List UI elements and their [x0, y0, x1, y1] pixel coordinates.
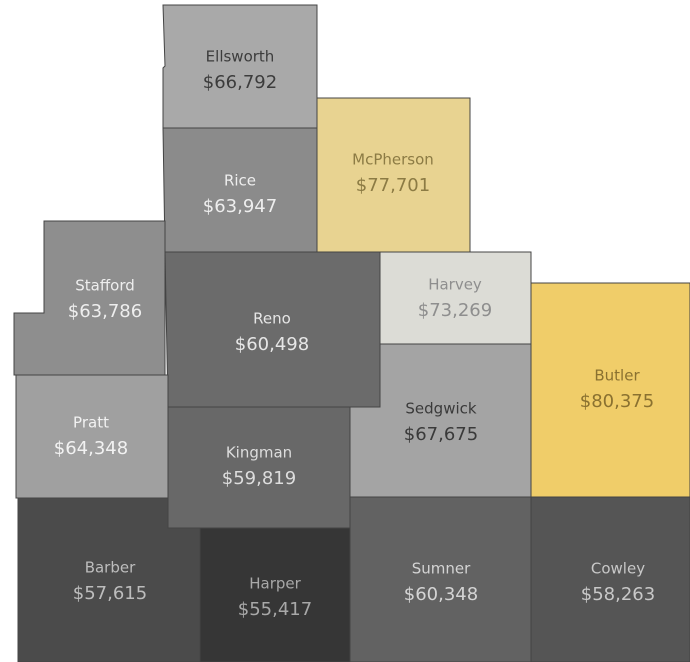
county-name: Stafford — [75, 277, 135, 295]
county-value: $59,819 — [222, 468, 296, 489]
county-name: Butler — [594, 367, 640, 385]
county-value: $60,498 — [235, 334, 309, 355]
county-name: Pratt — [73, 414, 109, 432]
county-value: $80,375 — [580, 391, 654, 412]
county-name: Cowley — [591, 560, 645, 578]
county-region — [162, 127, 318, 258]
county-name: Harper — [249, 575, 301, 593]
county-region — [530, 282, 690, 498]
county-value: $57,615 — [73, 583, 147, 604]
county-region — [13, 220, 166, 376]
county-value: $73,269 — [418, 300, 492, 321]
county-name: Sedgwick — [405, 400, 476, 418]
county-name: Rice — [224, 172, 256, 190]
county-value: $60,348 — [404, 584, 478, 605]
county-value: $67,675 — [404, 424, 478, 445]
county-name: McPherson — [352, 151, 434, 169]
county-region — [162, 4, 318, 129]
county-region — [379, 251, 532, 345]
county-value: $63,947 — [203, 196, 277, 217]
county-region — [530, 496, 690, 662]
county-value: $58,263 — [581, 584, 655, 605]
county-value: $64,348 — [54, 438, 128, 459]
county-name: Reno — [253, 310, 291, 328]
county-value: $55,417 — [238, 599, 312, 620]
county-value: $63,786 — [68, 301, 142, 322]
county-region — [164, 251, 381, 408]
county-name: Sumner — [412, 560, 471, 578]
county-name: Barber — [85, 559, 136, 577]
county-name: Ellsworth — [206, 48, 275, 66]
county-value: $77,701 — [356, 175, 430, 196]
county-region — [15, 374, 169, 499]
county-value: $66,792 — [203, 72, 277, 93]
county-name: Kingman — [226, 444, 292, 462]
county-region — [199, 527, 351, 662]
county-name: Harvey — [428, 276, 482, 294]
county-region — [349, 496, 532, 662]
